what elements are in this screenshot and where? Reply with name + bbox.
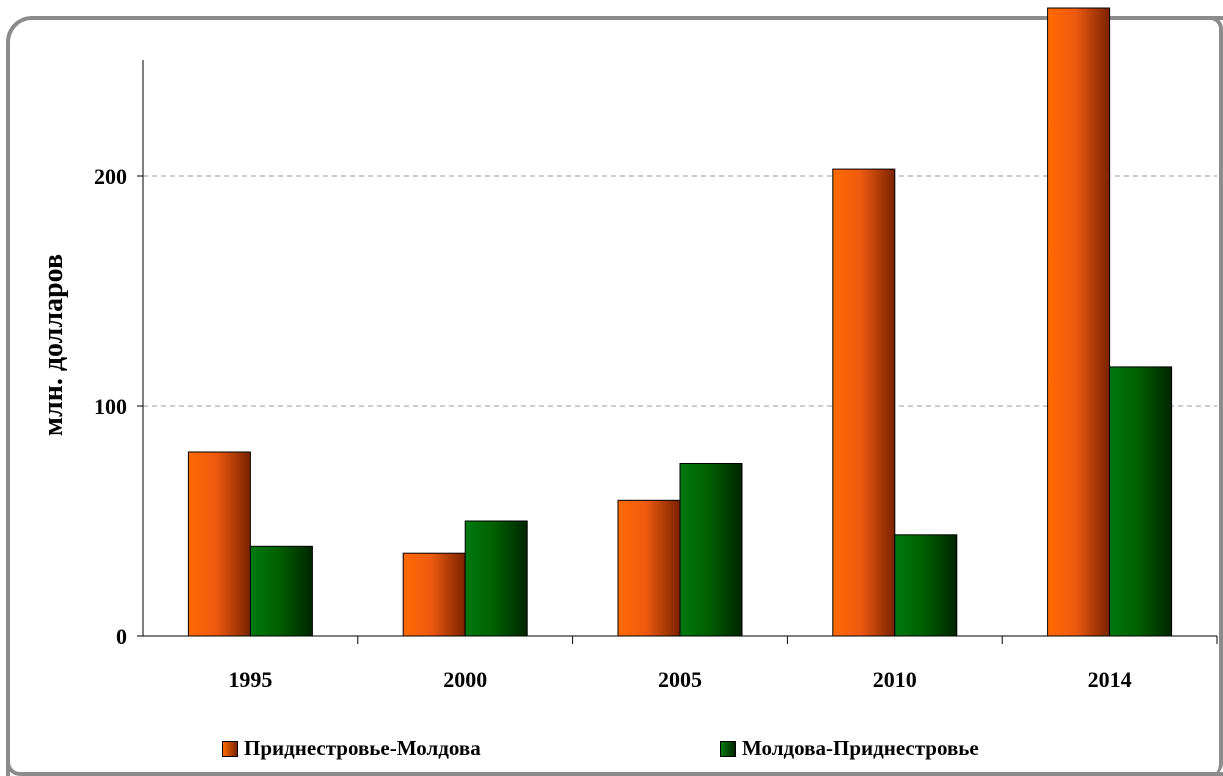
bar-series-2-2005 (679, 463, 743, 637)
y-tick-label: 200 (94, 164, 127, 189)
bar-series-1-1995 (187, 451, 251, 637)
y-tick-label: 0 (116, 624, 127, 649)
legend-item-series-1: Приднестровье-Молдова (222, 736, 481, 761)
bar-series-2-2010 (894, 534, 958, 637)
x-tick-label: 2014 (1088, 667, 1132, 692)
legend-item-series-2: Молдова-Приднестровье (720, 736, 979, 761)
x-tick-label: 1995 (228, 667, 272, 692)
bars (187, 7, 1173, 637)
x-tick-label: 2010 (873, 667, 917, 692)
gridlines (143, 175, 1217, 407)
legend-swatch-orange (222, 740, 238, 757)
bar-series-1-2014 (1047, 7, 1111, 637)
y-axis-label: млн. долларов (38, 254, 69, 436)
legend-swatch-green (720, 740, 736, 757)
bar-series-1-2000 (402, 552, 466, 637)
x-tick-label: 2000 (443, 667, 487, 692)
legend: Приднестровье-Молдова Молдова-Приднестро… (0, 736, 1223, 762)
y-tick-label: 100 (94, 394, 127, 419)
bar-series-1-2005 (617, 499, 681, 637)
axes: 0 100 200 1995 2000 2005 2010 2014 (94, 60, 1218, 692)
x-tick-label: 2005 (658, 667, 702, 692)
bar-series-1-2010 (832, 168, 896, 637)
bar-series-2-1995 (249, 545, 313, 637)
chart-frame-bottom (6, 762, 1223, 776)
bar-series-2-2014 (1109, 366, 1173, 637)
chart-frame (6, 16, 1223, 776)
bar-series-2-2000 (464, 520, 528, 637)
legend-label-series-1: Приднестровье-Молдова (244, 736, 481, 760)
legend-label-series-2: Молдова-Приднестровье (742, 736, 979, 760)
chart-frame-right (1210, 16, 1223, 776)
